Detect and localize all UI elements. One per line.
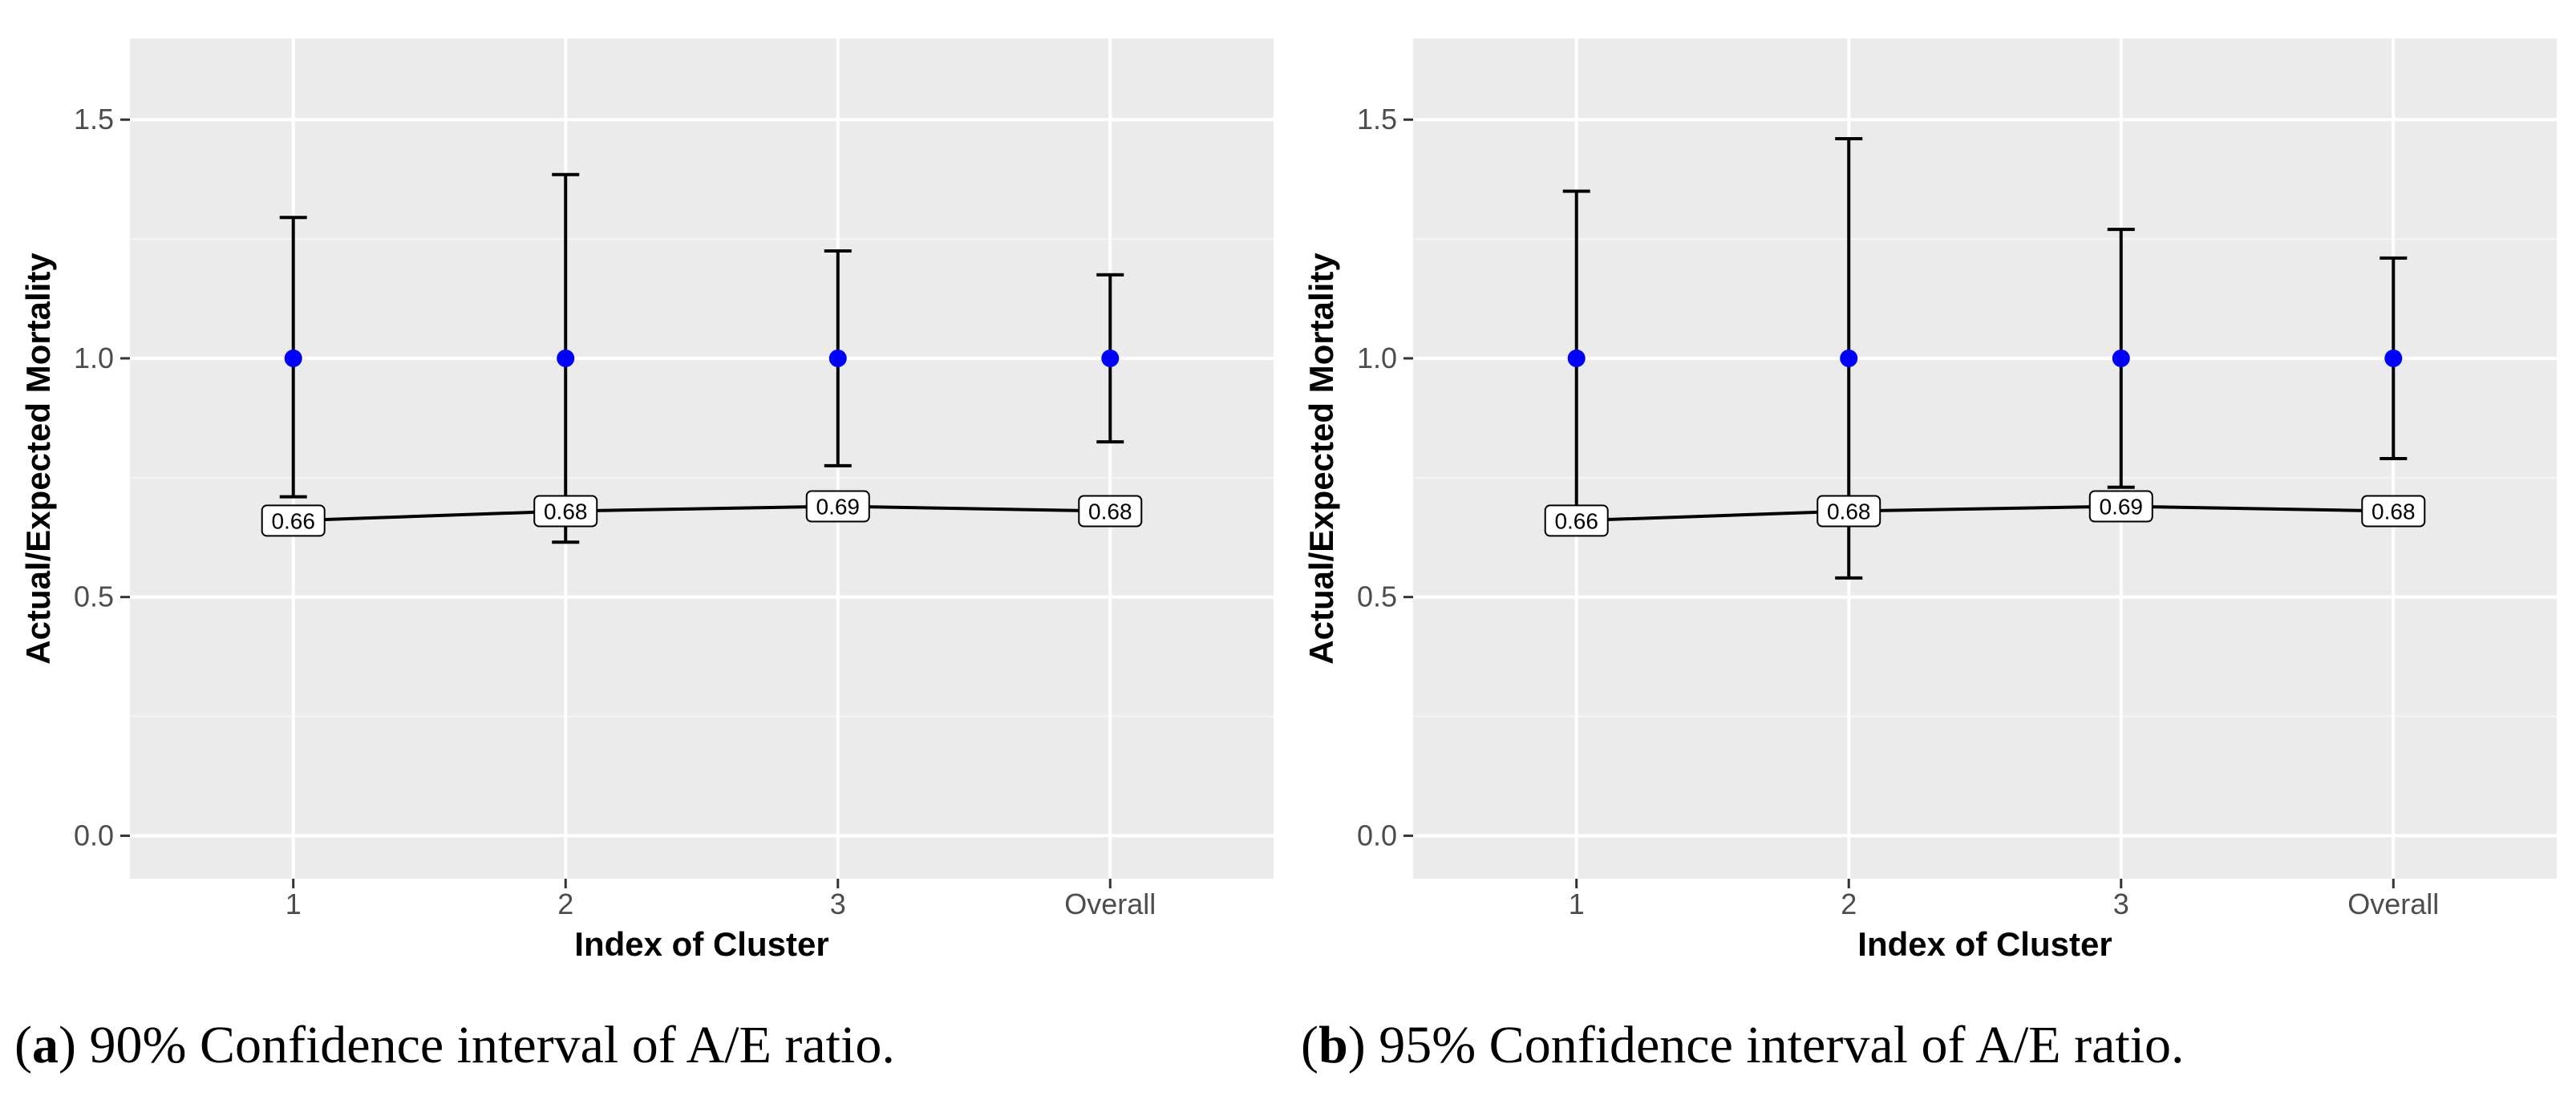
- data-point: [2112, 349, 2130, 367]
- chart-panel-a: 0.0 0.5 1.0 1.5 1 2 3 Overall Index of Cluster Ac…: [14, 38, 1274, 1074]
- y-tick-label: 0.5: [1357, 580, 1397, 613]
- x-tick-label: 2: [557, 888, 573, 920]
- data-point: [1840, 349, 1858, 367]
- x-tick-label: Overall: [2347, 888, 2439, 920]
- y-tick-label: 0.0: [1357, 819, 1397, 851]
- data-point: [557, 349, 575, 367]
- data-label: 0.69: [805, 490, 870, 523]
- caption-close-paren: ): [1348, 1016, 1366, 1074]
- y-tick-label: 1.0: [74, 342, 114, 374]
- chart-panel-b: 0.0 0.5 1.0 1.5 1 2 3 Overall Index of Cluster Ac…: [1301, 38, 2557, 1074]
- data-label: 0.69: [2088, 490, 2153, 523]
- panel-caption: (b) 95% Confidence interval of A/E ratio…: [1301, 1016, 2185, 1074]
- data-label: 0.68: [533, 495, 598, 528]
- data-label-text: 0.66: [271, 508, 315, 533]
- caption-letter: b: [1318, 1016, 1348, 1074]
- data-label-box: [1544, 504, 1609, 537]
- plot-background: [1413, 38, 2557, 879]
- data-label-text: 0.68: [544, 499, 588, 524]
- data-label-box: [533, 495, 598, 528]
- caption-text: 90% Confidence interval of A/E ratio.: [76, 1016, 895, 1074]
- data-label-box: [805, 490, 870, 523]
- data-point: [284, 349, 302, 367]
- data-label: 0.68: [2361, 495, 2426, 528]
- data-label-box: [261, 504, 326, 537]
- x-tick-label: 2: [1841, 888, 1857, 920]
- y-tick-label: 1.5: [74, 103, 114, 135]
- data-label-box: [1817, 495, 1881, 528]
- y-tick-label: 1.0: [1357, 342, 1397, 374]
- data-label-box: [2361, 495, 2426, 528]
- caption-open-paren: (: [14, 1016, 32, 1074]
- data-label: 0.66: [261, 504, 326, 537]
- data-label: 0.68: [1078, 495, 1143, 528]
- data-label-text: 0.69: [2100, 495, 2144, 520]
- data-label-text: 0.68: [1827, 499, 1871, 524]
- data-point: [2384, 349, 2403, 367]
- x-tick-label: 3: [2113, 888, 2129, 920]
- caption-letter: a: [32, 1016, 59, 1074]
- series-line: [1576, 504, 2394, 523]
- data-label-text: 0.68: [1088, 499, 1132, 524]
- x-tick-label: 1: [286, 888, 302, 920]
- data-label-text: 0.68: [2371, 499, 2416, 524]
- x-tick-label: 3: [830, 888, 846, 920]
- x-tick-label: 1: [1569, 888, 1585, 920]
- panel-caption: (a) 90% Confidence interval of A/E ratio…: [14, 1016, 895, 1074]
- data-label: 0.66: [1544, 504, 1609, 537]
- data-point: [1101, 349, 1120, 367]
- plot-background: [130, 38, 1274, 879]
- data-label-text: 0.66: [1554, 508, 1598, 533]
- y-tick-label: 1.5: [1357, 103, 1397, 135]
- y-tick-label: 0.0: [74, 819, 114, 851]
- y-tick-label: 0.5: [74, 580, 114, 613]
- caption-open-paren: (: [1301, 1016, 1318, 1074]
- caption-text: 95% Confidence interval of A/E ratio.: [1366, 1016, 2185, 1074]
- data-point: [828, 349, 847, 367]
- data-label-text: 0.69: [816, 495, 861, 520]
- caption-close-paren: ): [59, 1016, 76, 1074]
- series-line: [293, 504, 1111, 523]
- x-axis-title: Index of Cluster: [574, 925, 828, 963]
- y-axis-title: Actual/Expected Mortality: [19, 253, 57, 665]
- y-axis-title: Actual/Expected Mortality: [1302, 253, 1340, 665]
- x-tick-label: Overall: [1064, 888, 1156, 920]
- data-label: 0.68: [1817, 495, 1881, 528]
- data-label-box: [1078, 495, 1143, 528]
- x-axis-title: Index of Cluster: [1857, 925, 2112, 963]
- data-label-box: [2088, 490, 2153, 523]
- data-point: [1567, 349, 1586, 367]
